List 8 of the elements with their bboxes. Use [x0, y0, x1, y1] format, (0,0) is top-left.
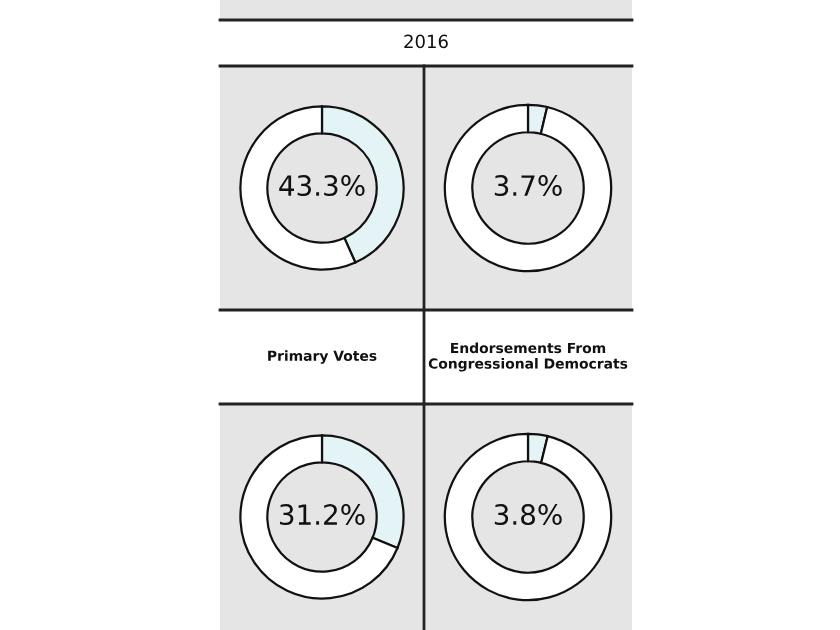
data-label: 3.8%	[494, 504, 562, 526]
chart-title: 2016	[404, 34, 448, 49]
data-label: 43.3%	[279, 175, 365, 197]
data-label: 3.7%	[494, 175, 562, 197]
donut-slice	[443, 103, 613, 273]
donut-slice	[443, 432, 613, 602]
data-label: 31.2%	[280, 504, 365, 526]
donut-slice	[239, 434, 399, 600]
